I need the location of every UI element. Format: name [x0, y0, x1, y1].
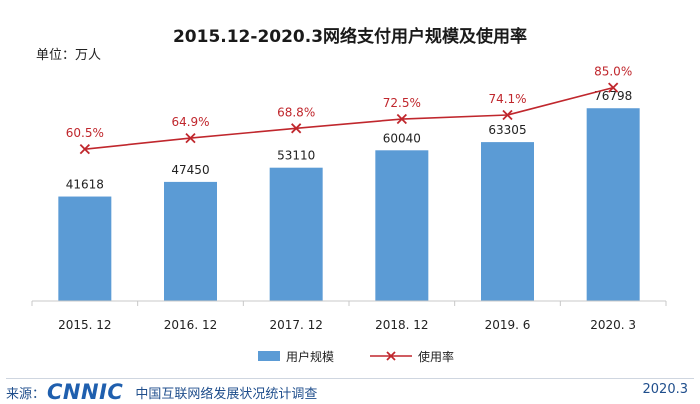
- legend-swatch-user-scale: [258, 351, 280, 361]
- x-tick-label: 2016. 12: [164, 318, 217, 332]
- source-credit: 来源： CNNIC 中国互联网络发展状况统计调查: [6, 380, 317, 404]
- legend-swatch-usage-marker: [386, 351, 396, 361]
- x-tick-label: 2020. 3: [590, 318, 636, 332]
- usage-rate-marker: [396, 113, 407, 125]
- source-label: 来源：: [6, 386, 46, 402]
- bar-value-label: 63305: [488, 123, 526, 137]
- bar-user-scale: [269, 167, 323, 301]
- x-tick-label: 2017. 12: [269, 318, 322, 332]
- usage-rate-label: 60.5%: [66, 126, 104, 140]
- legend-label-usage-rate: 使用率: [418, 349, 454, 364]
- x-tick-label: 2019. 6: [485, 318, 531, 332]
- usage-rate-label: 72.5%: [383, 96, 421, 110]
- usage-rate-marker: [79, 144, 90, 155]
- bar-value-label: 76798: [594, 89, 632, 103]
- x-tick-label: 2018. 12: [375, 318, 428, 332]
- bar-value-label: 53110: [277, 149, 315, 163]
- usage-rate-label: 68.8%: [277, 105, 315, 119]
- usage-rate-label: 85.0%: [594, 65, 632, 79]
- bar-user-scale: [481, 142, 534, 301]
- usage-rate-label: 64.9%: [171, 115, 209, 129]
- survey-name: 中国互联网络发展状况统计调查: [135, 386, 318, 402]
- usage-rate-marker: [185, 132, 196, 144]
- cnnic-logo: CNNIC: [47, 380, 124, 404]
- unit-label: 单位：万人: [36, 48, 102, 63]
- chart-title: 2015.12-2020.3网络支付用户规模及使用率: [172, 27, 528, 47]
- usage-rate-label: 74.1%: [488, 92, 526, 106]
- report-date: 2020.3: [642, 382, 689, 397]
- bar-user-scale: [375, 150, 429, 301]
- usage-rate-marker: [502, 109, 513, 121]
- bar-user-scale: [586, 108, 640, 301]
- usage-rate-line: [84, 86, 614, 150]
- legend-label-user-scale: 用户规模: [286, 349, 334, 364]
- usage-rate-marker: [291, 123, 302, 134]
- footer-divider: [6, 378, 694, 379]
- x-tick-label: 2015. 12: [58, 318, 111, 332]
- bar-value-label: 47450: [171, 163, 209, 177]
- bar-user-scale: [58, 196, 112, 301]
- bar-value-label: 41618: [66, 178, 104, 192]
- bar-user-scale: [164, 181, 217, 301]
- bar-value-label: 60040: [383, 131, 421, 145]
- usage-rate-marker: [608, 82, 619, 93]
